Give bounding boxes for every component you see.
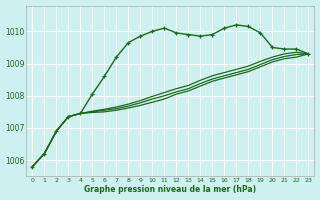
X-axis label: Graphe pression niveau de la mer (hPa): Graphe pression niveau de la mer (hPa) <box>84 185 256 194</box>
